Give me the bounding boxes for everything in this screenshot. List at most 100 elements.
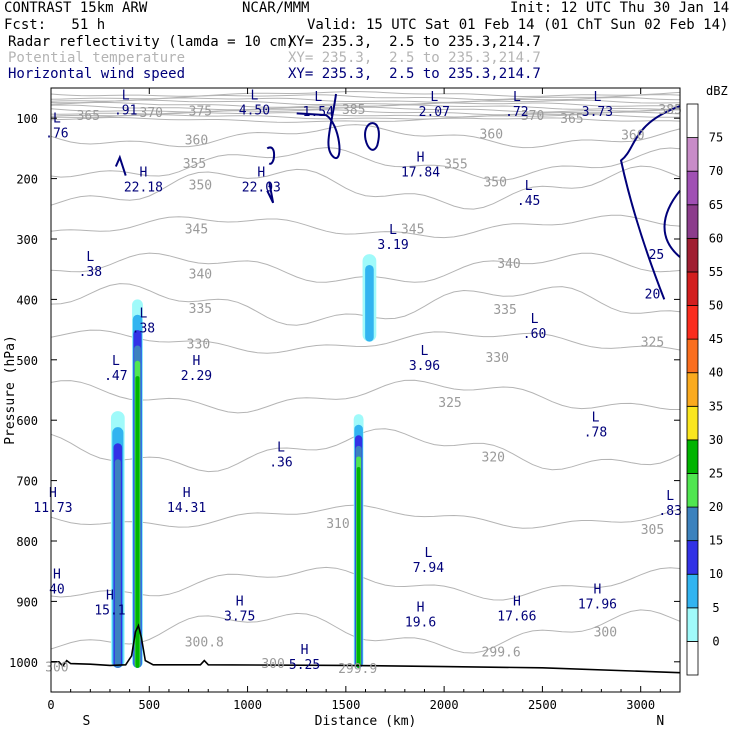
wind-extremum-value: .76 (45, 126, 68, 141)
wind-extremum-kind: L (525, 179, 533, 194)
theta-label: 299.9 (338, 662, 377, 677)
wind-extremum-value: 14.31 (167, 501, 206, 516)
theta-label: 365 (560, 112, 583, 127)
colorbar-tick-label: 60 (709, 231, 723, 245)
colorbar-swatch (686, 271, 699, 306)
theta-label: 345 (185, 223, 208, 238)
colorbar-swatch (686, 641, 699, 676)
colorbar-tick-label: 45 (709, 332, 723, 346)
theta-label: 385 (658, 103, 681, 118)
y-tick-label: 900 (16, 595, 38, 609)
y-tick-label: 600 (16, 414, 38, 428)
wind-extremum-value: 1.54 (303, 105, 334, 120)
wind-extremum-value: .78 (584, 425, 607, 440)
wind-extremum-value: .83 (658, 504, 681, 519)
wind-extremum-value: .91 (114, 103, 137, 118)
wind-extremum-value: .38 (132, 321, 155, 336)
theta-label: 305 (641, 523, 664, 538)
theta-contour-line (50, 97, 681, 103)
colorbar-tick-label: 35 (709, 399, 723, 413)
wind-contour (663, 190, 681, 258)
theta-contour-line (50, 90, 681, 98)
wind-extremum-kind: L (430, 90, 438, 105)
wind-extremum-value: 4.50 (239, 103, 270, 118)
theta-label: 355 (183, 157, 206, 172)
colorbar-tick-label: 5 (712, 601, 719, 615)
theta-label: 345 (401, 223, 424, 238)
x-tick-label: 0 (47, 698, 54, 712)
wind-extremum-kind: H (417, 601, 425, 616)
wind-extremum-value: 5.25 (289, 658, 320, 673)
field-reflectivity-xy: XY= 235.3, 2.5 to 235.3,214.7 (288, 34, 541, 50)
colorbar-tick-label: 75 (709, 131, 723, 145)
wind-extremum-value: .72 (505, 105, 528, 120)
wind-extremum-kind: H (49, 486, 57, 501)
theta-label: 375 (189, 104, 212, 119)
theta-label: 355 (444, 158, 467, 173)
y-tick-label: 1000 (9, 656, 38, 670)
theta-contour-line (50, 124, 681, 149)
y-tick-label: 500 (16, 354, 38, 368)
wind-extremum-kind: H (301, 643, 309, 658)
colorbar-tick-label: 55 (709, 265, 723, 279)
theta-label: 320 (482, 450, 505, 465)
wind-extremum-kind: L (424, 546, 432, 561)
wind-extremum-kind: H (139, 166, 147, 181)
wind-extremum-value: 22.03 (242, 181, 281, 196)
theta-label: 325 (438, 396, 461, 411)
colorbar-swatch (686, 540, 699, 575)
wind-extremum-kind: H (53, 567, 61, 582)
wind-extremum-kind: L (666, 489, 674, 504)
theta-contour-line (50, 101, 681, 108)
x-axis-label: Distance (km) (315, 714, 417, 729)
theta-label: 370 (140, 106, 163, 121)
theta-label: 325 (641, 336, 664, 351)
theta-label: 360 (480, 127, 503, 142)
wind-extremum-value: 3.19 (377, 238, 408, 253)
wind-extremum-kind: L (594, 90, 602, 105)
theta-label: 335 (493, 303, 516, 318)
wind-extremum-kind: L (421, 344, 429, 359)
colorbar-swatch (686, 237, 699, 273)
colorbar-swatch (686, 607, 699, 642)
wind-extremum-value: 2.07 (419, 105, 450, 120)
wind-contour (266, 181, 275, 204)
wind-contour-label: 25 (649, 248, 665, 263)
field-theta-xy: XY= 235.3, 2.5 to 235.3,214.7 (288, 50, 541, 66)
wind-extremum-value: 11.73 (33, 501, 72, 516)
colorbar-swatch (686, 573, 699, 609)
wind-extremum-value: 3.75 (224, 609, 255, 624)
y-tick-label: 700 (16, 475, 38, 489)
colorbar-units: dBZ (706, 84, 728, 98)
wind-extremum-value: .47 (104, 369, 127, 384)
wind-extremum-value: .38 (79, 265, 102, 280)
wind-contour (619, 105, 681, 300)
field-reflectivity-name: Radar reflectivity (lamda = 10 cm) (8, 34, 295, 50)
theta-label: 340 (189, 267, 212, 282)
wind-extremum-kind: H (183, 486, 191, 501)
x-end-left-label: S (82, 714, 90, 729)
colorbar-swatch (686, 137, 699, 172)
colorbar-swatch (686, 506, 699, 542)
theta-contour-line (50, 566, 681, 601)
theta-contour-line (50, 214, 681, 239)
y-tick-label: 400 (16, 293, 38, 307)
colorbar-swatch (686, 305, 699, 340)
wind-extremum-value: .60 (523, 327, 546, 342)
x-tick-label: 1500 (331, 698, 360, 712)
wind-extremum-value: 7.94 (413, 561, 444, 576)
wind-extremum-value: 3.73 (582, 105, 613, 120)
wind-extremum-kind: L (277, 440, 285, 455)
theta-label: 385 (342, 103, 365, 118)
x-tick-label: 2000 (430, 698, 459, 712)
wind-extremum-value: 15.1 (94, 603, 125, 618)
wind-extremum-value: .45 (517, 194, 540, 209)
x-end-right-label: N (656, 714, 664, 729)
y-tick-label: 200 (16, 173, 38, 187)
theta-label: 360 (621, 129, 644, 144)
chart-title: CONTRAST 15km ARW (4, 0, 148, 16)
theta-label: 310 (326, 517, 349, 532)
wind-extremum-kind: L (513, 90, 521, 105)
x-tick-label: 1000 (233, 698, 262, 712)
wind-extremum-kind: H (257, 166, 265, 181)
